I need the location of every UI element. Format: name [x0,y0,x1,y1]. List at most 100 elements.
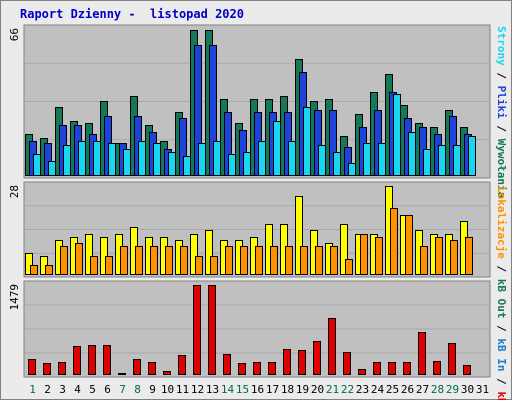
bar-top-3-day-19 [303,107,311,176]
bar-middle-2-day-28 [435,237,443,275]
bar-middle-2-day-1 [30,265,38,275]
bar-middle-1-day-19 [295,196,303,275]
day-label-8: 8 [134,383,141,396]
day-label-27: 27 [416,383,429,396]
day-label-18: 18 [281,383,294,396]
bar-middle-2-day-8 [135,246,143,275]
bar-middle-2-day-12 [195,256,203,275]
bar-top-3-day-1 [33,154,41,176]
day-label-26: 26 [401,383,414,396]
legend-pliki: Pliki [495,86,508,119]
bar-bottom-1-day-3 [58,362,66,375]
legend-wywolania: Wywołania [495,139,508,199]
bar-top-3-day-5 [93,141,101,176]
bar-top-3-day-10 [168,152,176,176]
bar-top-3-day-22 [348,163,356,176]
bar-middle-2-day-21 [330,246,338,275]
bar-middle-2-day-27 [420,246,428,275]
day-label-16: 16 [251,383,264,396]
day-label-7: 7 [119,383,126,396]
bar-bottom-1-day-15 [238,363,246,375]
bar-middle-2-day-29 [450,240,458,275]
day-label-4: 4 [74,383,81,396]
day-label-21: 21 [326,383,339,396]
day-label-19: 19 [296,383,309,396]
bar-bottom-1-day-2 [43,363,51,375]
bar-bottom-1-day-11 [178,355,186,375]
bar-middle-2-day-4 [75,243,83,275]
bar-bottom-1-day-19 [298,350,306,375]
bar-middle-1-day-12 [190,234,198,275]
bar-top-3-day-18 [288,141,296,176]
bar-bottom-1-day-4 [73,346,81,375]
bar-top-3-day-12 [198,143,206,176]
day-label-13: 13 [206,383,219,396]
bar-middle-2-day-13 [210,256,218,275]
legend-sep: / [495,371,508,391]
bar-middle-2-day-19 [300,246,308,275]
bar-bottom-1-day-25 [388,362,396,375]
bar-middle-2-day-11 [180,246,188,275]
day-label-23: 23 [356,383,369,396]
legend-sep: / [495,119,508,139]
bar-top-3-day-15 [243,152,251,176]
chart-marks [25,30,489,375]
bar-middle-2-day-16 [255,246,263,275]
bar-top-3-day-26 [408,132,416,176]
bar-middle-2-day-30 [465,237,473,275]
bar-bottom-1-day-17 [268,362,276,375]
bar-middle-1-day-5 [85,234,93,275]
bar-top-3-day-9 [153,143,161,176]
legend-kb-in: kB In [495,338,508,371]
bar-middle-2-day-15 [240,246,248,275]
axis-max-bottom: 1479 [8,284,21,311]
bar-bottom-1-day-14 [223,354,231,375]
legend-kb-f: kB F [495,391,508,400]
bar-bottom-1-day-16 [253,362,261,375]
bar-top-3-day-11 [183,156,191,176]
bar-middle-2-day-26 [405,215,413,275]
legend-kb-out: kB Out [495,279,508,319]
side-legend: Strony / Pliki / Wywołania [495,26,508,198]
bar-middle-2-day-3 [60,246,68,275]
bar-bottom-1-day-8 [133,359,141,375]
bar-top-3-day-27 [423,149,431,176]
day-label-25: 25 [386,383,399,396]
day-label-1: 1 [29,383,36,396]
day-label-3: 3 [59,383,66,396]
bar-middle-2-day-7 [120,246,128,275]
bar-bottom-1-day-7 [118,373,126,375]
day-label-10: 10 [161,383,174,396]
bar-top-3-day-21 [333,152,341,176]
legend-sep: / [495,318,508,338]
bar-top-3-day-3 [63,145,71,176]
bar-middle-2-day-6 [105,256,113,275]
day-label-30: 30 [461,383,474,396]
bar-bottom-1-day-28 [433,361,441,375]
bar-bottom-1-day-23 [358,369,366,375]
bar-bottom-1-day-24 [373,362,381,375]
bar-middle-2-day-24 [375,237,383,275]
legend-sep: / [495,66,508,86]
bar-top-3-day-25 [393,94,401,176]
bar-middle-2-day-18 [285,246,293,275]
day-label-28: 28 [431,383,444,396]
bar-top-3-day-6 [108,143,116,176]
bar-bottom-1-day-21 [328,318,336,375]
bar-top-3-day-7 [123,149,131,176]
bar-middle-2-day-10 [165,246,173,275]
day-label-15: 15 [236,383,249,396]
day-label-6: 6 [104,383,111,396]
bar-middle-1-day-22 [340,224,348,275]
day-label-22: 22 [341,383,354,396]
side-legend-text: Lokalizacje / kB Out / kB In / kB F [495,186,508,400]
bar-middle-2-day-22 [345,259,353,275]
bar-middle-1-day-1 [25,253,33,275]
day-label-29: 29 [446,383,459,396]
day-label-9: 9 [149,383,156,396]
bar-top-3-day-4 [78,141,86,176]
day-label-11: 11 [176,383,189,396]
bar-middle-2-day-25 [390,208,398,275]
